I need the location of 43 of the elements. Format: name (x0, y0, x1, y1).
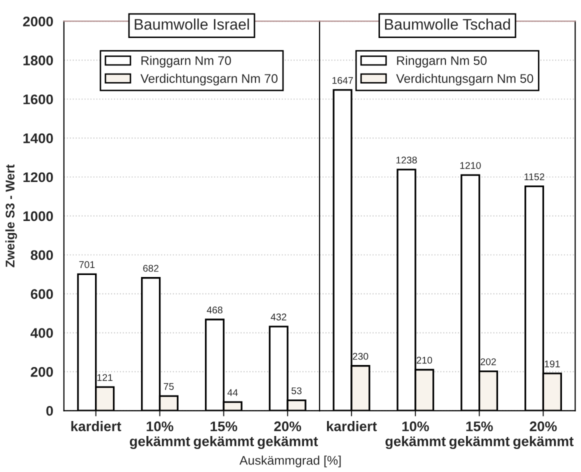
y-tick-label: 400 (30, 328, 53, 338)
x-tick-label: 20% gekämmt (258, 421, 318, 450)
data-label: 44 (227, 389, 238, 396)
data-label: 202 (480, 358, 496, 366)
x-tick-label: kardiert (327, 421, 377, 432)
data-label: 1647 (332, 76, 353, 84)
legend-label: Ringgarn Nm 50 (397, 56, 487, 68)
chart-title: Baumwolle Israel (134, 18, 249, 30)
x-tick-label: 20% gekämmt (513, 421, 574, 450)
y-tick-label: 2000 (23, 16, 53, 26)
data-label: 682 (143, 264, 158, 272)
legend-label: Verdichtungsgarn Nm 70 (140, 74, 278, 86)
x-tick-label: 10% gekämmt (385, 421, 446, 450)
data-label: 210 (416, 356, 432, 364)
data-label: 191 (544, 360, 560, 368)
data-label: 1210 (460, 162, 481, 169)
x-axis-title: Auskämmgrad [%] (239, 456, 341, 468)
y-tick-label: 1800 (23, 56, 53, 66)
legend-label: Verdichtungsgarn Nm 50 (396, 74, 534, 86)
y-tick-label: 1400 (23, 133, 53, 144)
y-tick-label: 0 (46, 406, 53, 416)
x-tick-label: 15% gekämmt (194, 421, 254, 450)
data-label: 230 (352, 352, 368, 360)
data-label: 432 (270, 314, 286, 320)
y-tick-label: 1000 (23, 211, 53, 222)
y-tick-label: 1200 (23, 172, 53, 182)
y-tick-label: 1600 (23, 94, 53, 104)
y-tick-label: 200 (30, 367, 53, 377)
data-label: 1238 (396, 156, 417, 164)
x-tick-label: 10% gekämmt (130, 421, 190, 450)
data-label: 468 (206, 306, 222, 314)
chart-title: Baumwolle Tschad (385, 18, 510, 30)
y-tick-label: 800 (30, 250, 53, 260)
data-label: 121 (97, 374, 112, 381)
data-label: 53 (292, 387, 302, 394)
data-label: 701 (79, 261, 95, 268)
data-label: 75 (164, 383, 174, 390)
y-tick-label: 600 (30, 289, 53, 299)
legend-label: Ringgarn Nm 70 (141, 56, 231, 68)
x-tick-label: 15% gekämmt (449, 421, 510, 450)
x-tick-label: kardiert (71, 421, 122, 432)
y-axis-title: Zweigle S3 - Wert (5, 164, 18, 268)
data-label: 1152 (524, 173, 544, 180)
